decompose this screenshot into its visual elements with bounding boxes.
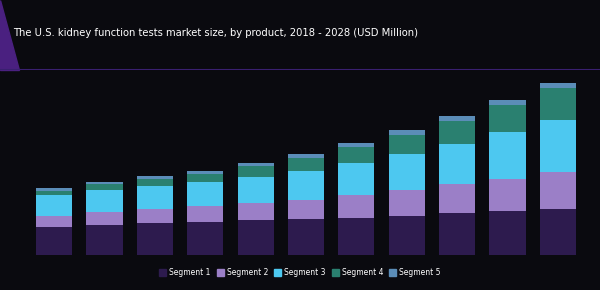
Bar [238, 163, 274, 166]
Bar [36, 195, 73, 216]
Bar [439, 184, 475, 213]
Bar [86, 212, 123, 225]
Bar [539, 172, 576, 209]
Bar [36, 216, 73, 227]
Bar [86, 190, 123, 212]
Bar [539, 88, 576, 120]
Bar [137, 223, 173, 255]
Bar [439, 144, 475, 184]
Bar [338, 218, 374, 255]
Legend: Segment 1, Segment 2, Segment 3, Segment 4, Segment 5: Segment 1, Segment 2, Segment 3, Segment… [156, 265, 444, 280]
Bar [490, 132, 526, 179]
Bar [238, 203, 274, 220]
Bar [187, 174, 223, 182]
Bar [86, 184, 123, 190]
Bar [187, 206, 223, 222]
Bar [539, 120, 576, 172]
Bar [389, 130, 425, 135]
Bar [539, 83, 576, 88]
Bar [389, 154, 425, 190]
Bar [137, 209, 173, 223]
Bar [238, 220, 274, 255]
Bar [338, 147, 374, 163]
Bar [490, 105, 526, 132]
Bar [389, 135, 425, 154]
Bar [389, 216, 425, 255]
Polygon shape [0, 0, 19, 70]
Bar [137, 186, 173, 209]
Bar [439, 116, 475, 121]
Bar [86, 225, 123, 255]
Bar [490, 211, 526, 255]
Bar [238, 177, 274, 203]
Text: The U.S. kidney function tests market size, by product, 2018 - 2028 (USD Million: The U.S. kidney function tests market si… [13, 28, 418, 38]
Bar [288, 219, 324, 255]
Bar [137, 176, 173, 179]
Bar [36, 188, 73, 191]
Bar [338, 143, 374, 147]
Bar [288, 154, 324, 158]
Bar [187, 182, 223, 206]
Bar [490, 179, 526, 211]
Bar [288, 200, 324, 219]
Bar [187, 222, 223, 255]
Bar [36, 191, 73, 195]
Bar [288, 158, 324, 171]
Bar [86, 182, 123, 184]
Bar [490, 100, 526, 105]
Bar [338, 195, 374, 218]
Bar [288, 171, 324, 200]
Bar [187, 171, 223, 174]
Bar [36, 227, 73, 255]
Bar [439, 121, 475, 144]
Bar [338, 163, 374, 195]
Bar [439, 213, 475, 255]
Bar [539, 209, 576, 255]
Bar [137, 179, 173, 186]
Bar [389, 190, 425, 216]
Bar [238, 166, 274, 177]
